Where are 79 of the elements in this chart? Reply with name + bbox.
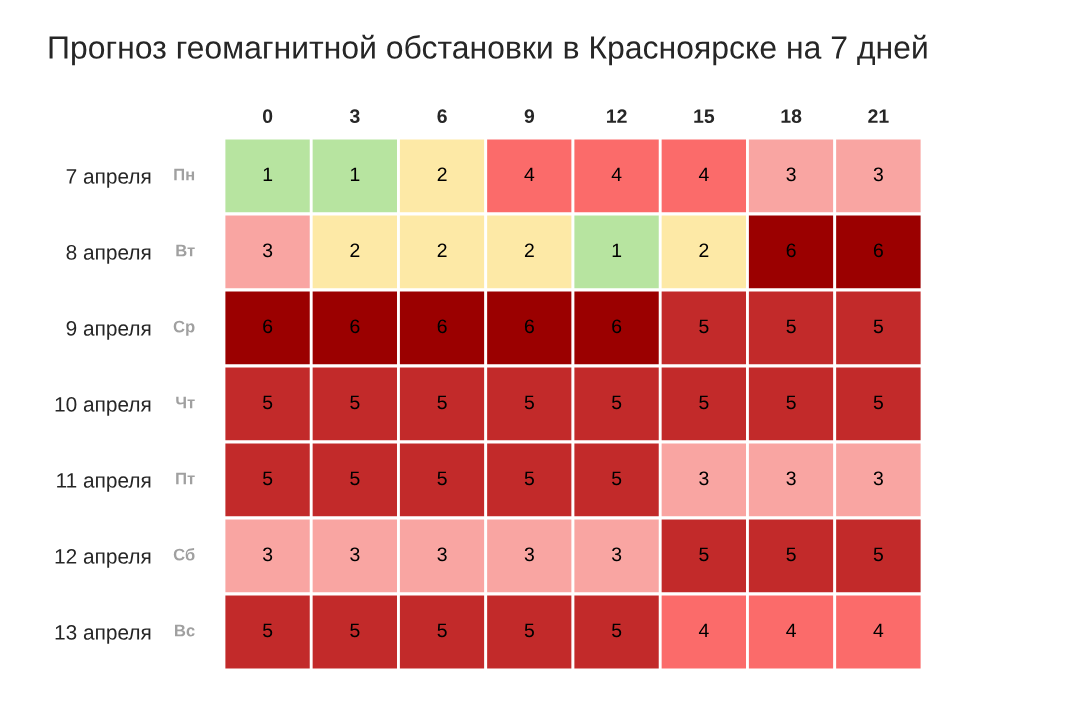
y2-tick-label: Сб — [173, 548, 195, 561]
data-label: 5 — [612, 471, 622, 486]
data-label: 6 — [524, 319, 534, 334]
data-label: 6 — [786, 243, 796, 258]
data-label: 1 — [612, 243, 622, 258]
y-tick-label: 8 апреля — [66, 245, 151, 264]
x-tick-label: 21 — [868, 109, 889, 123]
data-label: 5 — [437, 623, 447, 638]
y2-tick-label: Пт — [176, 472, 195, 485]
x-tick-label: 9 — [524, 109, 535, 124]
y-tick-label: 11 апреля — [57, 473, 151, 492]
data-label: 6 — [437, 319, 447, 334]
x-tick-label: 12 — [607, 109, 627, 123]
chart-title: Прогноз геомагнитной обстановки в Красноярске на 7 дней — [49, 34, 927, 66]
data-label: 5 — [699, 395, 709, 410]
data-label: 5 — [263, 471, 273, 486]
data-label: 3 — [611, 547, 622, 562]
data-label: 5 — [350, 395, 360, 410]
data-label: 3 — [699, 471, 709, 486]
data-label: 5 — [786, 547, 796, 562]
data-label: 5 — [873, 547, 883, 562]
data-label: 5 — [350, 623, 360, 638]
y2-tick-label: Пн — [174, 168, 195, 181]
x-tick-label: 3 — [349, 109, 360, 124]
data-label: 3 — [262, 243, 273, 258]
data-label: 2 — [437, 243, 447, 258]
data-label: 5 — [786, 395, 796, 410]
data-label: 3 — [524, 547, 534, 562]
data-label: 5 — [873, 395, 883, 410]
data-label: 4 — [524, 167, 535, 182]
data-label: 3 — [437, 547, 447, 562]
data-label: 2 — [437, 167, 447, 182]
data-label: 4 — [698, 623, 709, 638]
data-label: 2 — [524, 243, 534, 258]
data-label: 5 — [612, 623, 622, 638]
data-label: 3 — [873, 167, 883, 182]
y2-tick-label: Чт — [176, 396, 195, 409]
data-label: 5 — [524, 471, 534, 486]
x-tick-label: 6 — [437, 109, 447, 124]
data-label: 3 — [350, 547, 360, 562]
data-label: 3 — [786, 167, 796, 182]
data-label: 1 — [263, 167, 273, 182]
data-label: 4 — [611, 167, 622, 182]
x-tick-label: 18 — [781, 109, 802, 124]
x-tick-label: 15 — [694, 109, 715, 124]
data-label: 2 — [350, 243, 360, 258]
y-tick-label: 12 апреля — [55, 549, 151, 568]
data-label: 5 — [699, 319, 709, 334]
data-label: 5 — [873, 319, 883, 334]
data-label: 5 — [524, 395, 534, 410]
data-label: 3 — [262, 547, 273, 562]
x-tick-label: 0 — [262, 109, 273, 124]
data-label: 3 — [873, 471, 883, 486]
data-label: 4 — [698, 167, 709, 182]
data-label: 5 — [786, 319, 796, 334]
y-tick-label: 9 апреля — [66, 321, 151, 340]
data-label: 2 — [699, 243, 709, 258]
y2-tick-label: Вс — [175, 624, 195, 637]
data-label: 5 — [612, 395, 622, 410]
data-label: 5 — [699, 547, 709, 562]
data-label: 5 — [350, 471, 360, 486]
data-label: 6 — [350, 319, 360, 334]
y2-tick-label: Вт — [176, 244, 195, 257]
data-label: 6 — [873, 243, 883, 258]
data-label: 6 — [263, 319, 273, 334]
data-label: 1 — [350, 167, 360, 182]
y-tick-label: 13 апреля — [55, 625, 151, 644]
y2-tick-label: Ср — [173, 320, 195, 336]
y-tick-label: 7 апреля — [66, 169, 151, 188]
data-label: 5 — [437, 395, 447, 410]
data-label: 3 — [786, 471, 796, 486]
data-label: 5 — [437, 471, 447, 486]
data-label: 4 — [786, 623, 796, 638]
data-label: 4 — [873, 623, 884, 638]
data-label: 5 — [524, 623, 534, 638]
y-tick-label: 10 апреля — [55, 397, 151, 416]
data-label: 6 — [612, 319, 622, 334]
data-label: 5 — [263, 623, 273, 638]
data-label: 5 — [263, 395, 273, 410]
